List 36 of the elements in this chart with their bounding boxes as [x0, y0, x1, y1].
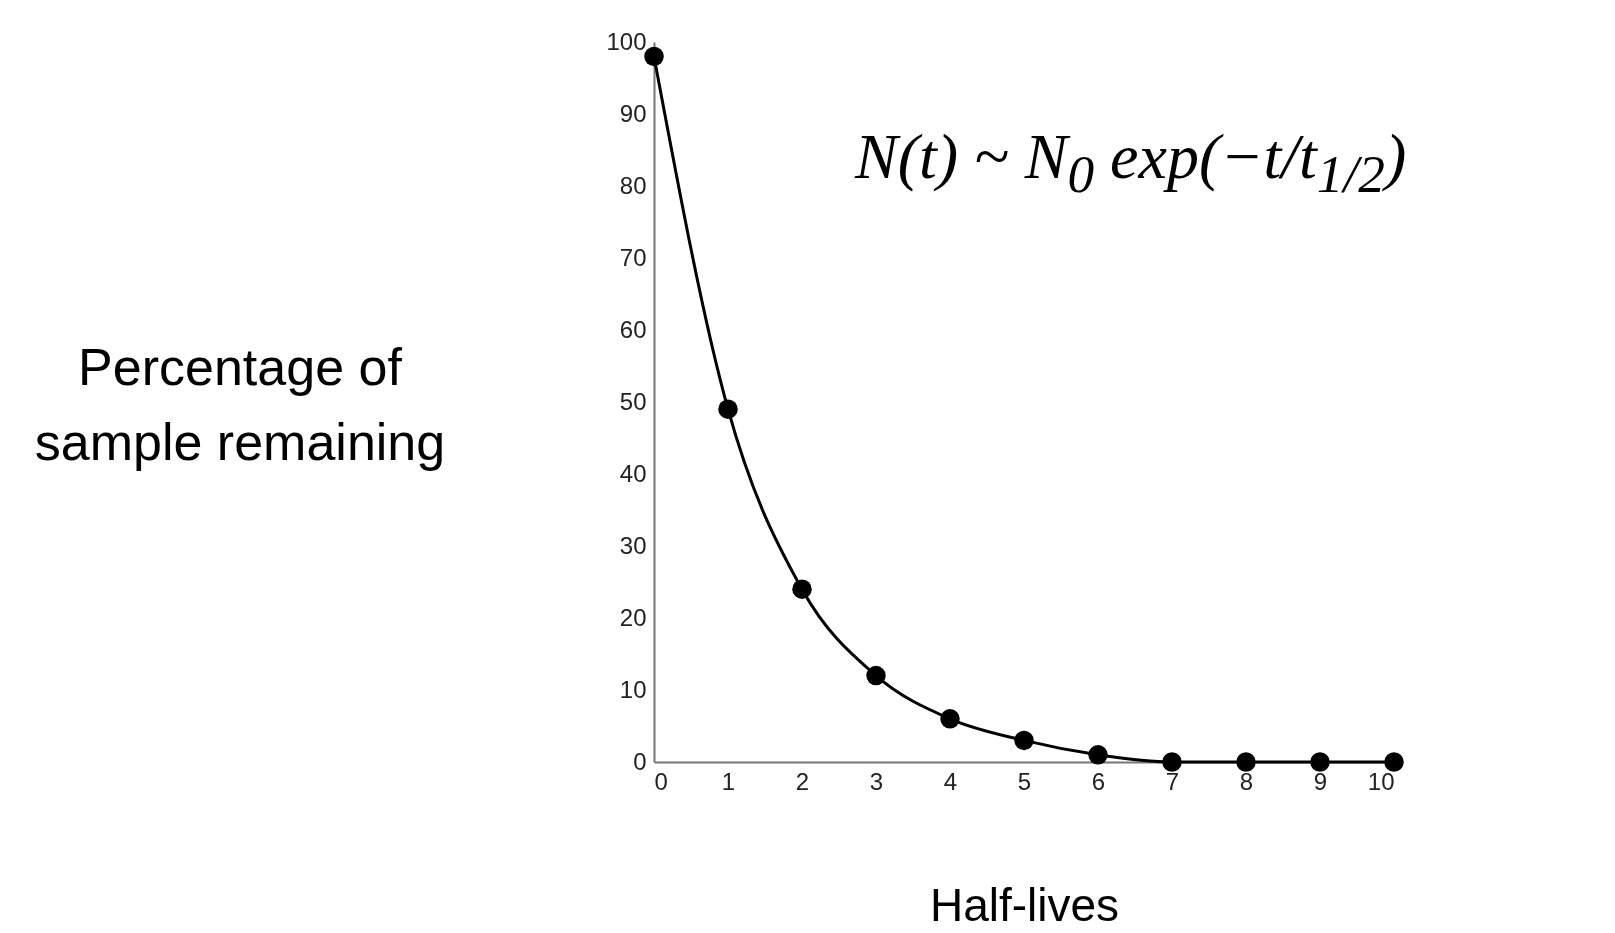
y-tick-label: 50 — [619, 387, 647, 415]
y-tick-label: 0 — [633, 747, 647, 775]
y-tick-label: 70 — [619, 243, 647, 271]
point — [792, 579, 812, 599]
point — [718, 399, 738, 419]
point — [1310, 752, 1330, 772]
point — [1384, 752, 1404, 772]
y-tick-label: 40 — [619, 459, 647, 487]
x-tick-label: 9 — [1313, 767, 1328, 795]
annotation: N(t) ~ N$_{0}$ exp(−t/t$_{1/2}$) — [855, 120, 1407, 205]
y-tick-label: 20 — [619, 603, 647, 631]
point — [1014, 730, 1034, 751]
point — [866, 665, 886, 686]
y-tick-label: 80 — [619, 171, 647, 199]
point — [1088, 745, 1108, 765]
x-tick-label: 5 — [1017, 767, 1032, 795]
x-tick-label: 0 — [654, 767, 668, 795]
x-tick-label: 1 — [721, 767, 736, 795]
x-tick-label: 3 — [869, 767, 884, 795]
x-tick-label: 7 — [1165, 767, 1180, 795]
y-tick-label: 60 — [619, 315, 647, 343]
point — [940, 709, 960, 729]
y-tick-label: 90 — [619, 99, 647, 127]
point — [1236, 752, 1256, 772]
x-tick-label: 8 — [1239, 767, 1254, 795]
point — [1162, 752, 1182, 772]
x-axis-title: Half-lives — [929, 878, 1120, 931]
x-tick-label: 2 — [795, 767, 810, 795]
y-tick-label: 30 — [619, 531, 647, 559]
x-tick-label: 6 — [1091, 767, 1106, 795]
x-tick-label: 10 — [1367, 767, 1395, 795]
y-tick-label: 100 — [606, 27, 647, 55]
y-axis-title: Percentage of sample remaining — [33, 337, 447, 474]
point — [644, 46, 664, 67]
x-tick-label: 4 — [943, 767, 958, 795]
y-tick-label: 10 — [619, 675, 647, 703]
